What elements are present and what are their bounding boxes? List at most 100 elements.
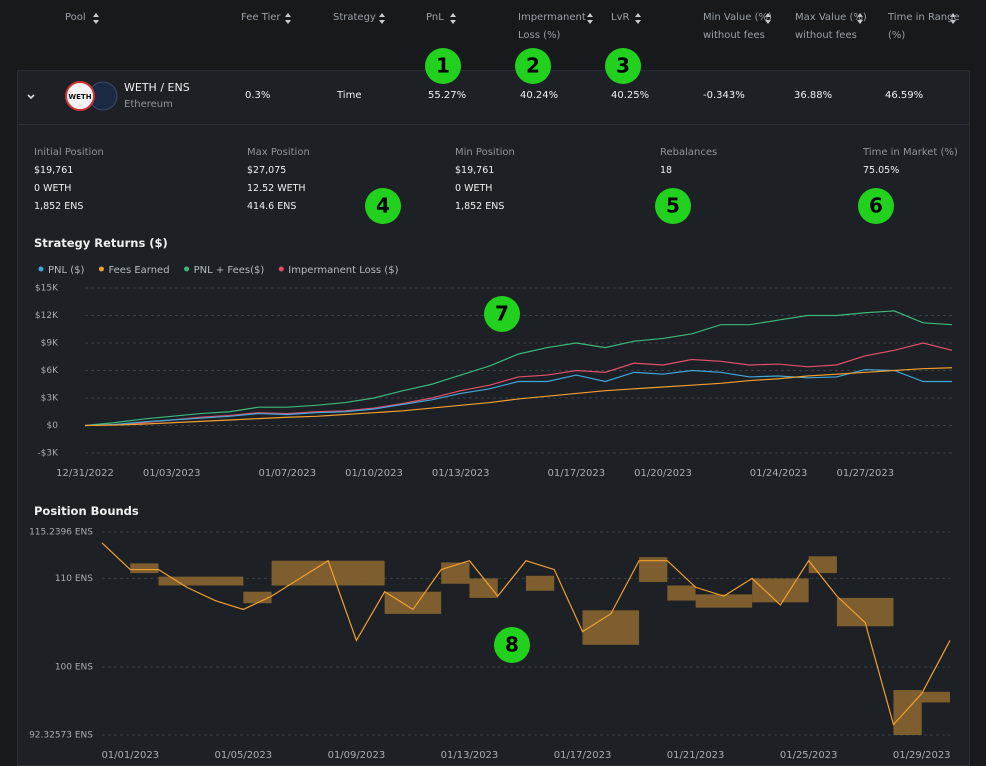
sort-icon xyxy=(450,13,456,24)
sort-icon xyxy=(379,13,385,24)
annotation-label: 5 xyxy=(666,194,680,218)
annotation-label: 4 xyxy=(376,194,390,218)
x-tick-label: 01/13/2023 xyxy=(441,750,499,761)
x-tick-label: 01/07/2023 xyxy=(258,468,316,479)
detail-value: 75.05% xyxy=(863,165,900,176)
x-tick-label: 01/24/2023 xyxy=(750,468,808,479)
column-header[interactable]: Min Value (%) without fees xyxy=(703,12,772,41)
x-tick-label: 01/17/2023 xyxy=(554,750,612,761)
row-cell: 40.24% xyxy=(520,90,559,101)
series-line xyxy=(84,367,953,427)
range-box xyxy=(526,575,555,591)
detail-label: Max Position xyxy=(247,147,310,158)
y-tick-label: 92.32573 ENS xyxy=(29,731,93,741)
legend-dot xyxy=(98,266,104,272)
sort-icon xyxy=(587,13,593,24)
x-tick-label: 01/09/2023 xyxy=(328,750,386,761)
x-tick-label: 01/01/2023 xyxy=(101,750,159,761)
annotation-badge xyxy=(655,188,691,224)
range-box xyxy=(921,691,950,703)
column-header[interactable]: Time in Range (%) xyxy=(888,12,960,41)
chart-title: Position Bounds xyxy=(34,504,139,518)
y-tick-label: 115.2396 ENS xyxy=(29,528,93,538)
range-box xyxy=(271,560,385,586)
range-box xyxy=(243,591,272,604)
column-header[interactable]: Max Value (%) without fees xyxy=(795,12,867,41)
column-header[interactable]: Strategy xyxy=(333,12,376,23)
sort-icon xyxy=(765,13,771,24)
legend-label: PNL ($) xyxy=(48,265,85,276)
annotation-badge xyxy=(515,48,551,84)
range-box xyxy=(695,594,753,608)
annotation-badge xyxy=(484,296,520,332)
x-tick-label: 01/05/2023 xyxy=(215,750,273,761)
detail-label: Initial Position xyxy=(34,147,104,158)
detail-value: $19,761 xyxy=(34,165,74,176)
y-tick-label: 100 ENS xyxy=(55,663,93,673)
annotation-label: 1 xyxy=(436,54,450,78)
x-tick-label: 01/03/2023 xyxy=(143,468,201,479)
y-tick-label: $9K xyxy=(41,339,59,349)
pool-chain: Ethereum xyxy=(124,99,173,110)
range-box xyxy=(836,597,894,627)
divider xyxy=(17,124,970,125)
row-cell: 0.3% xyxy=(245,90,271,101)
chart-title: Strategy Returns ($) xyxy=(34,236,168,250)
token-label: WETH xyxy=(68,93,91,101)
row-cell: -0.343% xyxy=(703,90,745,101)
row-cell: 46.59% xyxy=(885,90,924,101)
expand-chevron xyxy=(27,94,35,100)
annotation-label: 3 xyxy=(616,54,630,78)
annotation-badge xyxy=(425,48,461,84)
detail-value: 414.6 ENS xyxy=(247,201,297,212)
legend-label: PNL + Fees($) xyxy=(194,265,265,276)
column-header[interactable]: Impermanent Loss (%) xyxy=(518,12,586,41)
column-header[interactable]: Pool xyxy=(65,12,86,23)
x-tick-label: 01/13/2023 xyxy=(432,468,490,479)
y-tick-label: -$3K xyxy=(37,449,59,459)
detail-value: 0 WETH xyxy=(34,183,72,194)
pool-name: WETH / ENS xyxy=(124,81,190,94)
range-box xyxy=(582,610,640,645)
series-line xyxy=(84,368,952,427)
range-box xyxy=(469,578,498,598)
legend-label: Fees Earned xyxy=(108,265,169,276)
row-cell: 36.88% xyxy=(794,90,833,101)
x-tick-label: 01/21/2023 xyxy=(667,750,725,761)
y-tick-label: $12K xyxy=(35,311,59,321)
column-header[interactable]: PnL xyxy=(426,12,444,23)
annotation-badge xyxy=(365,188,401,224)
range-box xyxy=(384,591,442,614)
series-line xyxy=(84,310,953,427)
x-tick-label: 12/31/2022 xyxy=(56,468,114,479)
row-cell: 40.25% xyxy=(611,90,650,101)
column-header[interactable]: LvR xyxy=(611,12,630,23)
y-tick-label: $6K xyxy=(41,366,59,376)
range-box xyxy=(752,578,809,603)
annotation-badge xyxy=(605,48,641,84)
sort-icon xyxy=(285,13,291,24)
panel xyxy=(17,70,970,766)
range-box xyxy=(667,585,696,601)
detail-value: $27,075 xyxy=(247,165,287,176)
annotation-label: 6 xyxy=(869,194,883,218)
detail-value: 1,852 ENS xyxy=(34,201,84,212)
row-cell: 55.27% xyxy=(428,90,467,101)
detail-label: Rebalances xyxy=(660,147,718,158)
sort-icon xyxy=(93,13,99,24)
legend-dot xyxy=(38,266,44,272)
price-line xyxy=(101,542,951,726)
column-header[interactable]: Fee Tier xyxy=(241,12,281,23)
x-tick-label: 01/29/2023 xyxy=(893,750,951,761)
y-tick-label: 110 ENS xyxy=(55,574,93,584)
legend-dot xyxy=(278,266,284,272)
detail-label: Time in Market (%) xyxy=(863,147,958,158)
annotation-label: 7 xyxy=(495,302,509,326)
detail-label: Min Position xyxy=(455,147,515,158)
row-cell: Time xyxy=(337,90,362,101)
sort-icon xyxy=(857,13,863,24)
annotation-label: 8 xyxy=(505,633,519,657)
y-tick-label: $3K xyxy=(41,394,59,404)
